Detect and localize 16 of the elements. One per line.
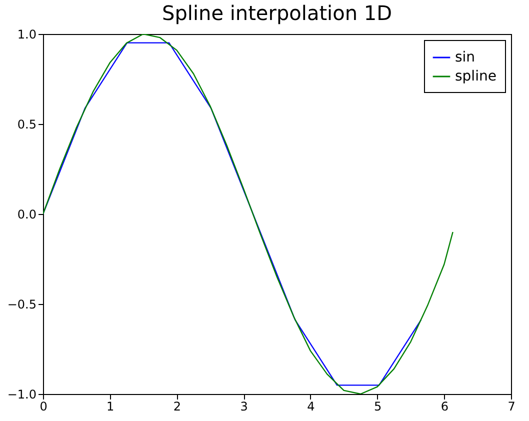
- x-tick-label: 2: [173, 400, 182, 414]
- y-tick-label: 1.0: [17, 28, 36, 42]
- legend-label: spline: [455, 68, 496, 84]
- x-tick-label: 3: [240, 400, 248, 414]
- x-tick-label: 0: [40, 400, 48, 414]
- y-tick-label: 0.0: [17, 208, 36, 222]
- x-tick-label: 4: [307, 400, 315, 414]
- y-tick-label: 0.5: [17, 118, 36, 132]
- y-tick-label: −0.5: [7, 298, 36, 312]
- x-tick-label: 7: [508, 400, 516, 414]
- x-tick-label: 1: [106, 400, 114, 414]
- y-tick-label: −1.0: [7, 388, 36, 402]
- chart-title: Spline interpolation 1D: [162, 1, 392, 25]
- legend-label: sin: [455, 50, 476, 66]
- x-tick-label: 5: [374, 400, 382, 414]
- x-tick-label: 6: [440, 400, 448, 414]
